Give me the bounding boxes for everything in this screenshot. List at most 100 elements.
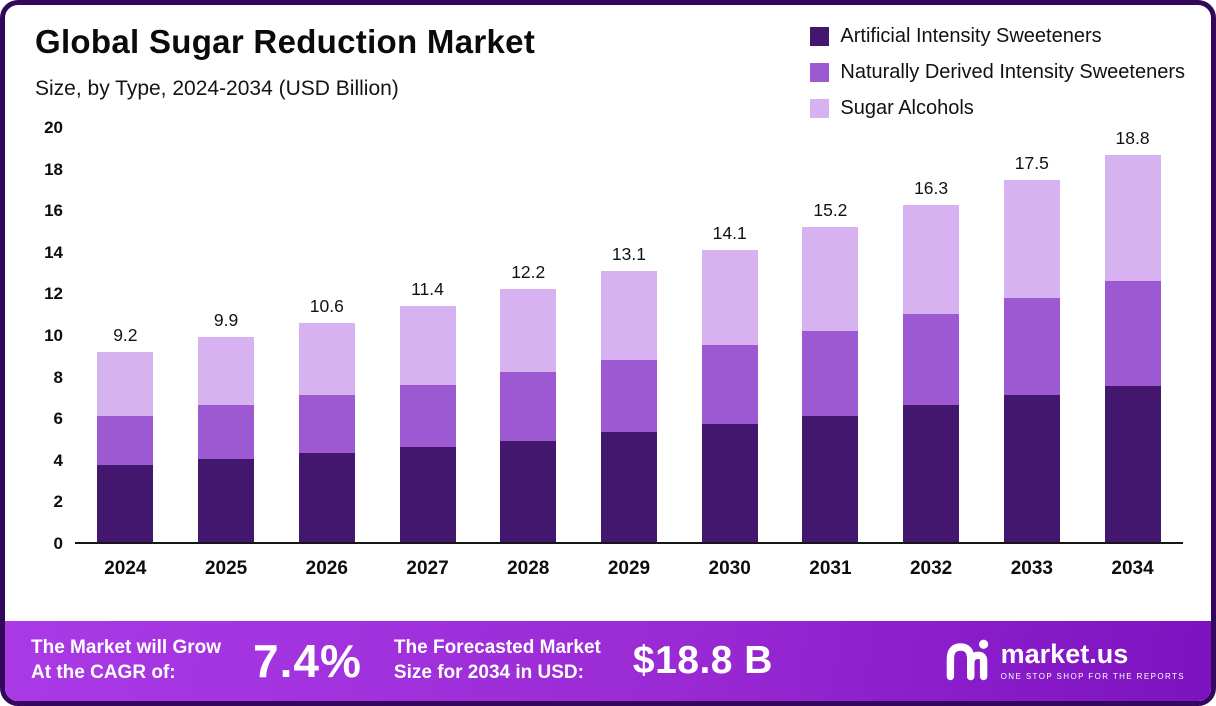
bar-stack xyxy=(198,337,255,542)
bar-segment-naturally-derived-intensity-sweeteners xyxy=(399,384,456,447)
y-tick-label: 14 xyxy=(44,242,63,262)
bar-2029: 13.1 2029 xyxy=(600,128,657,579)
bar-2031: 15.2 2031 xyxy=(802,128,859,579)
bar-stack xyxy=(298,322,355,542)
bar-2025: 9.9 2025 xyxy=(198,128,255,579)
legend-swatch xyxy=(810,27,830,46)
bar-total-label: 15.2 xyxy=(813,200,848,221)
cagr-label: The Market will Grow At the CAGR of: xyxy=(31,637,222,683)
chart-area: 0 2 4 6 8 10 12 14 16 18 20 9.2 2024 9.9 2025 10.6 2026… xyxy=(5,118,1211,579)
bar-2030: 14.1 2030 xyxy=(701,128,758,579)
x-axis-label: 2030 xyxy=(708,558,751,579)
bar-stack xyxy=(802,227,859,542)
legend-item: Naturally Derived Intensity Sweeteners xyxy=(810,61,1185,84)
bar-segment-artificial-intensity-sweeteners xyxy=(802,415,859,542)
x-axis-label: 2026 xyxy=(305,558,348,579)
bar-segment-sugar-alcohols xyxy=(802,227,859,331)
bar-segment-naturally-derived-intensity-sweeteners xyxy=(600,359,657,433)
bar-segment-sugar-alcohols xyxy=(97,351,154,416)
bar-total-label: 10.6 xyxy=(309,295,344,316)
marketus-logo-text: market.us xyxy=(1000,639,1129,669)
legend-label: Artificial Intensity Sweeteners xyxy=(840,25,1102,47)
bar-total-label: 17.5 xyxy=(1014,152,1049,173)
chart-subtitle: Size, by Type, 2024-2034 (USD Billion) xyxy=(35,77,399,100)
bar-segment-naturally-derived-intensity-sweeteners xyxy=(903,314,960,406)
bar-segment-naturally-derived-intensity-sweeteners xyxy=(298,395,355,453)
y-tick-label: 6 xyxy=(53,409,63,429)
y-tick-label: 10 xyxy=(44,326,63,345)
legend-swatch xyxy=(810,99,830,118)
x-axis-label: 2033 xyxy=(1010,558,1053,579)
bar-segment-sugar-alcohols xyxy=(298,322,355,396)
bar-stack xyxy=(500,289,557,542)
y-tick-label: 8 xyxy=(53,367,63,387)
bar-segment-sugar-alcohols xyxy=(399,306,456,385)
bar-segment-artificial-intensity-sweeteners xyxy=(198,459,255,542)
x-axis-label: 2028 xyxy=(507,558,550,579)
bar-total-label: 13.1 xyxy=(611,243,646,264)
bar-total-label: 18.8 xyxy=(1115,128,1150,148)
bar-2027: 11.4 2027 xyxy=(399,128,456,579)
bar-stack xyxy=(399,306,456,542)
bar-segment-sugar-alcohols xyxy=(903,204,960,315)
bar-2026: 10.6 2026 xyxy=(298,128,355,579)
bar-segment-naturally-derived-intensity-sweeteners xyxy=(1003,297,1060,396)
bar-segment-artificial-intensity-sweeteners xyxy=(1104,385,1161,542)
bar-total-label: 14.1 xyxy=(712,223,747,244)
y-tick-label: 12 xyxy=(44,284,63,304)
y-tick-label: 18 xyxy=(44,159,63,179)
bar-stack xyxy=(600,270,657,542)
title-block: Global Sugar Reduction Market Size, by T… xyxy=(35,23,535,120)
bar-segment-artificial-intensity-sweeteners xyxy=(903,405,960,542)
x-axis-label: 2031 xyxy=(809,558,852,579)
x-axis-label: 2027 xyxy=(406,558,449,579)
forecast-label: The Forecasted Market Size for 2034 in U… xyxy=(393,637,601,683)
bar-stack xyxy=(903,204,960,542)
plot-area: 9.2 2024 9.9 2025 10.6 2026 11.4 2027 12.2 2028 13… xyxy=(75,128,1183,579)
bottom-banner: The Market will Grow At the CAGR of: 7.4… xyxy=(5,621,1211,701)
chart-header: Global Sugar Reduction Market Size, by T… xyxy=(5,5,1211,120)
bar-stack xyxy=(701,250,758,542)
bar-segment-naturally-derived-intensity-sweeteners xyxy=(802,330,859,416)
legend-item: Sugar Alcohols xyxy=(810,97,1185,120)
y-tick-label: 4 xyxy=(53,450,63,470)
chart-title: Global Sugar Reduction Market xyxy=(35,23,536,60)
marketus-logo-text-block: market.us ONE STOP SHOP FOR THE REPORTS xyxy=(1000,639,1185,682)
cagr-value: 7.4% xyxy=(253,635,362,687)
x-axis-label: 2024 xyxy=(104,558,147,579)
bar-segment-naturally-derived-intensity-sweeteners xyxy=(97,415,154,466)
bar-stack xyxy=(1104,155,1161,542)
legend-swatch xyxy=(810,63,830,82)
bar-segment-artificial-intensity-sweeteners xyxy=(500,440,557,542)
bar-2032: 16.3 2032 xyxy=(903,128,960,579)
bar-segment-naturally-derived-intensity-sweeteners xyxy=(198,405,255,460)
legend-item: Artificial Intensity Sweeteners xyxy=(810,25,1185,48)
bar-segment-sugar-alcohols xyxy=(701,250,758,346)
bar-stack xyxy=(1003,179,1060,542)
bar-segment-sugar-alcohols xyxy=(1003,179,1060,298)
bar-2024: 9.2 2024 xyxy=(97,128,154,579)
bar-segment-sugar-alcohols xyxy=(600,270,657,360)
bar-total-label: 12.2 xyxy=(511,262,546,283)
bar-segment-sugar-alcohols xyxy=(1104,155,1161,281)
bar-segment-naturally-derived-intensity-sweeteners xyxy=(500,372,557,441)
marketus-logo-icon xyxy=(943,635,991,688)
bar-stack xyxy=(97,351,154,542)
bar-2034: 18.8 2034 xyxy=(1104,128,1161,579)
bar-total-label: 9.2 xyxy=(113,324,138,345)
bar-segment-sugar-alcohols xyxy=(500,289,557,373)
bar-segment-naturally-derived-intensity-sweeteners xyxy=(701,345,758,424)
marketus-logo: market.us ONE STOP SHOP FOR THE REPORTS xyxy=(943,635,1185,688)
y-tick-label: 16 xyxy=(44,201,63,221)
bar-total-label: 9.9 xyxy=(213,310,239,331)
bar-segment-artificial-intensity-sweeteners xyxy=(97,465,154,542)
legend-label: Naturally Derived Intensity Sweeteners xyxy=(840,61,1185,83)
x-axis-label: 2032 xyxy=(909,558,953,579)
bar-segment-artificial-intensity-sweeteners xyxy=(701,424,758,542)
bar-segment-naturally-derived-intensity-sweeteners xyxy=(1104,280,1161,386)
y-tick-label: 2 xyxy=(53,492,63,512)
x-axis-label: 2029 xyxy=(607,558,651,579)
marketus-logo-tagline: ONE STOP SHOP FOR THE REPORTS xyxy=(1000,672,1185,681)
bar-segment-artificial-intensity-sweeteners xyxy=(600,432,657,542)
